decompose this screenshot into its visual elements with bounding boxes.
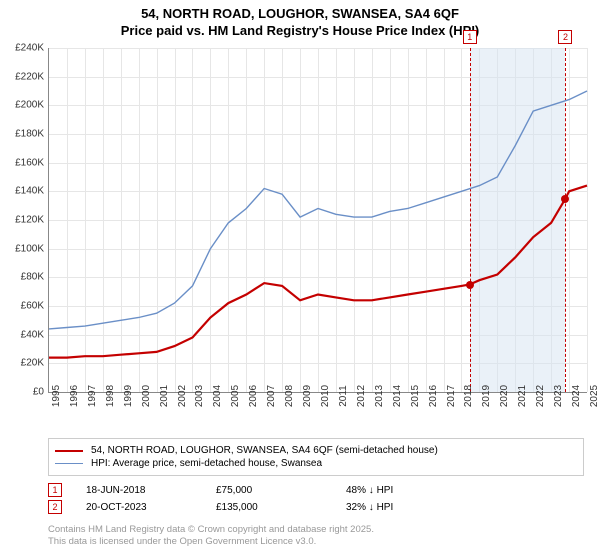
x-tick-label: 2023 [553,385,564,407]
x-tick-label: 2011 [338,385,349,407]
sales-cell-date: 20-OCT-2023 [86,502,216,513]
legend-row: 54, NORTH ROAD, LOUGHOR, SWANSEA, SA4 6Q… [55,445,577,456]
y-tick-label: £160K [15,157,44,168]
footer-attribution: Contains HM Land Registry data © Crown c… [48,524,374,548]
legend-label: 54, NORTH ROAD, LOUGHOR, SWANSEA, SA4 6Q… [91,445,438,456]
x-tick-label: 2013 [374,385,385,407]
x-tick-label: 2021 [517,385,528,407]
y-tick-label: £20K [21,358,44,369]
sale-point [466,281,474,289]
x-tick-label: 2016 [428,385,439,407]
x-tick-label: 2001 [159,385,170,407]
x-tick-label: 2003 [194,385,205,407]
x-tick-label: 2009 [302,385,313,407]
y-tick-label: £120K [15,215,44,226]
x-tick-label: 1999 [123,385,134,407]
y-tick-label: £180K [15,129,44,140]
x-tick-label: 2014 [392,385,403,407]
x-tick-label: 1998 [105,385,116,407]
x-tick-label: 2019 [481,385,492,407]
series-line-hpi [49,91,587,329]
sales-badge: 1 [48,483,62,497]
legend: 54, NORTH ROAD, LOUGHOR, SWANSEA, SA4 6Q… [48,438,584,476]
gridline-v [587,48,588,392]
x-tick-label: 2018 [463,385,474,407]
y-tick-label: £240K [15,43,44,54]
marker-badge: 1 [463,30,477,44]
x-tick-label: 1997 [87,385,98,407]
plot-area: 12 [48,48,587,393]
x-tick-label: 1995 [51,385,62,407]
x-tick-label: 2010 [320,385,331,407]
y-tick-label: £40K [21,329,44,340]
series-line-price_paid [49,186,587,358]
chart-container: 54, NORTH ROAD, LOUGHOR, SWANSEA, SA4 6Q… [0,0,600,560]
line-series-svg [49,48,587,392]
sales-row: 1 18-JUN-2018£75,00048% ↓ HPI [48,483,476,497]
x-tick-label: 2022 [535,385,546,407]
sale-point [561,195,569,203]
title-line-2: Price paid vs. HM Land Registry's House … [0,23,600,40]
x-tick-label: 2000 [141,385,152,407]
sales-cell-price: £75,000 [216,485,346,496]
x-tick-label: 1996 [69,385,80,407]
x-tick-label: 2002 [177,385,188,407]
x-tick-label: 2008 [284,385,295,407]
sales-table: 1 18-JUN-2018£75,00048% ↓ HPI 2 20-OCT-2023… [48,480,476,517]
x-tick-label: 2020 [499,385,510,407]
x-tick-label: 2007 [266,385,277,407]
x-tick-label: 2012 [356,385,367,407]
y-tick-label: £100K [15,243,44,254]
legend-row: HPI: Average price, semi-detached house,… [55,458,577,469]
x-tick-label: 2004 [212,385,223,407]
legend-swatch [55,463,83,464]
sales-cell-date: 18-JUN-2018 [86,485,216,496]
sales-cell-price: £135,000 [216,502,346,513]
footer-line-1: Contains HM Land Registry data © Crown c… [48,524,374,536]
x-tick-label: 2025 [589,385,600,407]
legend-swatch [55,450,83,452]
x-tick-label: 2024 [571,385,582,407]
y-tick-label: £220K [15,71,44,82]
sales-cell-delta: 32% ↓ HPI [346,502,476,513]
y-tick-label: £200K [15,100,44,111]
marker-badge: 2 [558,30,572,44]
x-tick-label: 2017 [446,385,457,407]
sales-row: 2 20-OCT-2023£135,00032% ↓ HPI [48,500,476,514]
sales-badge: 2 [48,500,62,514]
y-tick-label: £60K [21,301,44,312]
y-tick-label: £0 [33,387,44,398]
chart-title: 54, NORTH ROAD, LOUGHOR, SWANSEA, SA4 6Q… [0,0,600,40]
x-tick-label: 2005 [230,385,241,407]
sales-cell-delta: 48% ↓ HPI [346,485,476,496]
title-line-1: 54, NORTH ROAD, LOUGHOR, SWANSEA, SA4 6Q… [0,6,600,23]
x-tick-label: 2006 [248,385,259,407]
y-tick-label: £140K [15,186,44,197]
x-tick-label: 2015 [410,385,421,407]
y-tick-label: £80K [21,272,44,283]
footer-line-2: This data is licensed under the Open Gov… [48,536,374,548]
legend-label: HPI: Average price, semi-detached house,… [91,458,322,469]
